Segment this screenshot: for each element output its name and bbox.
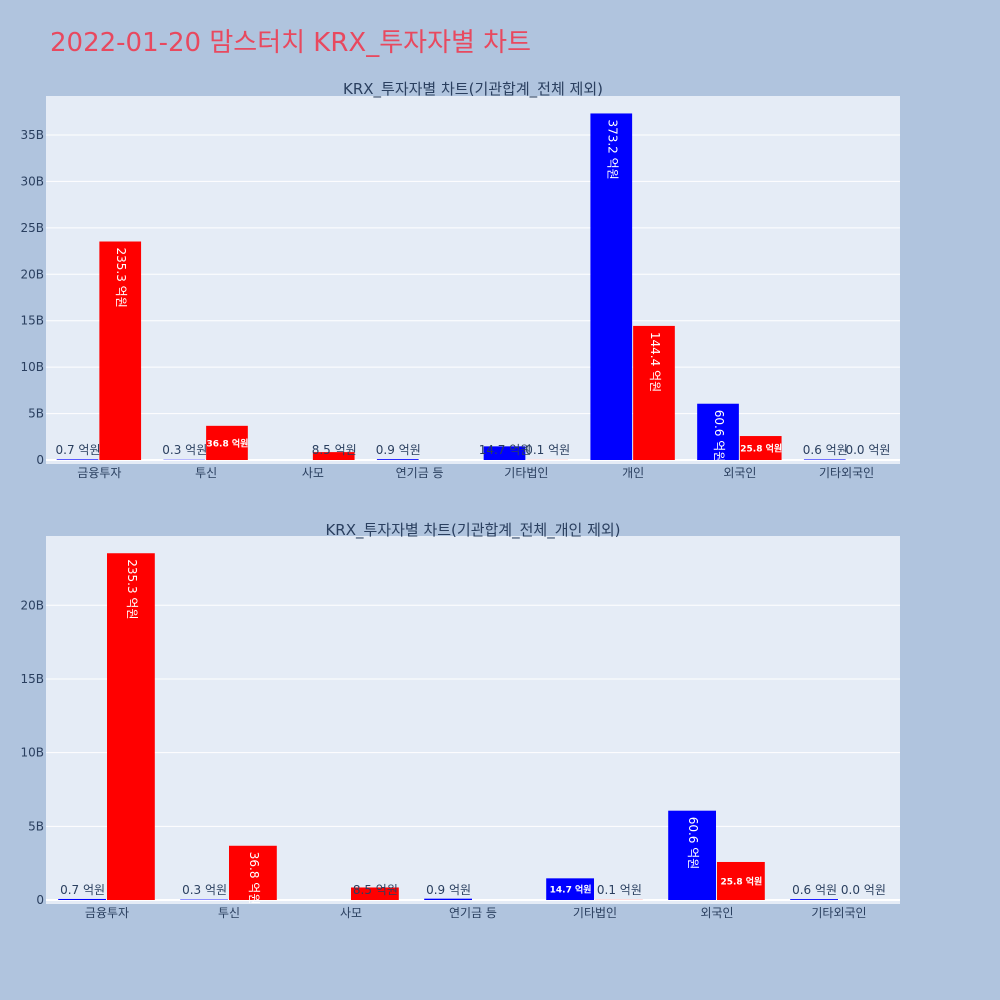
page-title: 2022-01-20 맘스터치 KRX_투자자별 차트 — [50, 28, 532, 58]
bar — [99, 241, 142, 460]
y-tick-label: 0 — [36, 893, 44, 907]
y-tick-label: 25B — [20, 221, 44, 235]
data-label: 0.0 억원 — [841, 883, 886, 897]
x-tick-label: 연기금 등 — [449, 906, 497, 920]
y-tick-label: 15B — [20, 672, 44, 686]
data-label: 0.7 억원 — [56, 443, 101, 457]
bar — [58, 898, 106, 900]
chart-title: KRX_투자자별 차트(기관합계_전체_개인 제외) — [325, 521, 620, 540]
x-tick-label: 연기금 등 — [396, 466, 444, 480]
y-tick-label: 5B — [28, 407, 44, 421]
bar — [590, 113, 633, 460]
data-label: 36.8 억원 — [207, 437, 249, 449]
data-label: 0.3 억원 — [162, 443, 207, 457]
data-label: 0.1 억원 — [525, 443, 570, 457]
x-tick-label: 투신 — [195, 466, 217, 480]
x-tick-label: 기타외국인 — [811, 906, 866, 920]
data-label: 0.0 억원 — [845, 443, 890, 457]
x-tick-label: 금융투자 — [77, 466, 121, 480]
bar — [717, 861, 765, 900]
y-tick-label: 35B — [20, 128, 44, 142]
bar — [376, 459, 419, 460]
data-label: 0.3 억원 — [182, 883, 227, 897]
bar — [424, 898, 472, 900]
bar — [56, 459, 99, 460]
bar — [351, 887, 399, 900]
x-tick-label: 사모 — [340, 906, 362, 920]
bar — [229, 845, 277, 900]
bar — [633, 325, 675, 460]
bar — [803, 459, 846, 460]
data-label: 373.2 억원 — [605, 119, 619, 179]
x-tick-label: 기타외국인 — [819, 466, 874, 480]
data-label: 235.3 억원 — [114, 248, 128, 308]
data-label: 0.9 억원 — [426, 883, 471, 897]
chart-2: KRX_투자자별 차트(기관합계_전체_개인 제외) 0 5B 10B 15B 20B 금융… — [20, 521, 900, 920]
bar — [206, 425, 248, 460]
x-tick-label: 기타법인 — [504, 466, 548, 480]
data-label: 36.8 억원 — [247, 852, 261, 905]
x-tick-label: 투신 — [218, 906, 240, 920]
data-label: 14.7 억원 — [479, 443, 532, 457]
bar — [546, 878, 594, 900]
y-tick-label: 20B — [20, 598, 44, 612]
x-tick-label: 사모 — [302, 466, 324, 480]
y-tick-label: 15B — [20, 314, 44, 328]
data-label: 235.3 억원 — [125, 559, 139, 619]
x-tick-label: 개인 — [622, 466, 644, 480]
data-label: 0.6 억원 — [803, 443, 848, 457]
bar — [697, 403, 739, 460]
bar — [312, 452, 355, 460]
plot-background — [46, 96, 900, 464]
bar — [790, 899, 838, 900]
data-label: 25.8 억원 — [720, 875, 762, 887]
data-label: 14.7 억원 — [550, 884, 592, 896]
bar — [739, 436, 782, 460]
data-label: 25.8 억원 — [740, 443, 782, 455]
y-tick-label: 5B — [28, 819, 44, 833]
y-tick-label: 20B — [20, 267, 44, 281]
bar — [668, 810, 716, 900]
data-label: 0.9 억원 — [376, 443, 421, 457]
data-label: 0.1 억원 — [597, 883, 642, 897]
plot-background — [46, 536, 900, 904]
y-tick-label: 10B — [20, 746, 44, 760]
x-tick-label: 외국인 — [700, 906, 733, 920]
data-label: 60.6 억원 — [686, 817, 700, 870]
bar — [107, 553, 155, 900]
chart-title: KRX_투자자별 차트(기관합계_전체 제외) — [343, 80, 603, 99]
bar — [483, 446, 526, 460]
y-tick-label: 30B — [20, 174, 44, 188]
data-label: 8.5 억원 — [312, 443, 357, 457]
chart-1: KRX_투자자별 차트(기관합계_전체 제외) 0 5B 10B 15B 20B 25B 30… — [20, 80, 900, 480]
data-label: 8.5 억원 — [353, 883, 398, 897]
data-label: 144.4 억원 — [648, 332, 662, 392]
y-tick-label: 10B — [20, 360, 44, 374]
data-label: 0.7 억원 — [60, 883, 105, 897]
x-tick-label: 외국인 — [723, 466, 756, 480]
x-tick-label: 금융투자 — [85, 906, 129, 920]
data-label: 0.6 억원 — [792, 883, 837, 897]
x-tick-label: 기타법인 — [573, 906, 617, 920]
y-tick-label: 0 — [36, 453, 44, 467]
data-label: 60.6 억원 — [712, 410, 726, 463]
